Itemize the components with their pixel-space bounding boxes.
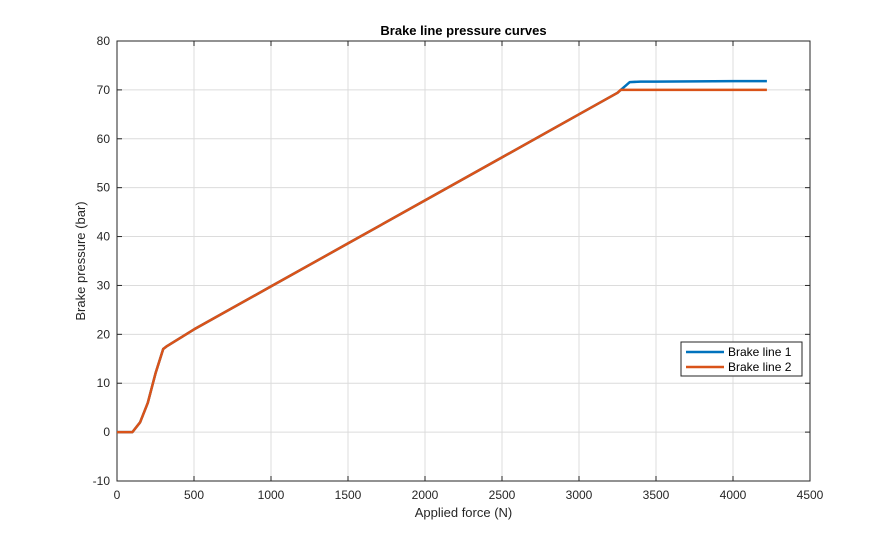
x-axis-label: Applied force (N) (415, 505, 513, 520)
x-tick-label: 1500 (335, 488, 362, 502)
legend-entry-2: Brake line 2 (728, 360, 792, 374)
ticks: 0 500 1000 1500 2000 2500 3000 3500 4000 4500-100… (93, 34, 824, 502)
y-tick-label: 0 (103, 425, 110, 439)
x-tick-label: 2000 (412, 488, 439, 502)
x-tick-label: 2500 (489, 488, 516, 502)
legend-box (680, 341, 803, 377)
x-tick-label: 4500 (797, 488, 824, 502)
series-line-2 (117, 88, 767, 434)
series-line-1 (117, 79, 767, 434)
x-tick-label: 1000 (258, 488, 285, 502)
axes-frame (116, 40, 811, 482)
x-tick-label: 0 (114, 488, 121, 502)
x-tick-label: 3000 (566, 488, 593, 502)
y-tick-label: 60 (97, 132, 111, 146)
y-tick-label: 70 (97, 83, 111, 97)
y-tick-label: 20 (97, 327, 111, 341)
series-lines (117, 79, 767, 434)
y-tick-label: 10 (97, 376, 111, 390)
y-axis-label: Brake pressure (bar) (73, 201, 88, 320)
y-tick-label: 50 (97, 181, 111, 195)
chart-title: Brake line pressure curves (380, 23, 546, 38)
x-tick-label: 3500 (643, 488, 670, 502)
y-tick-label: 30 (97, 278, 111, 292)
legend-entry-1: Brake line 1 (728, 345, 792, 359)
x-tick-label: 4000 (720, 488, 747, 502)
y-tick-label: 40 (97, 230, 111, 244)
y-tick-label: 80 (97, 34, 111, 48)
grid (117, 41, 810, 481)
y-tick-label: -10 (93, 474, 111, 488)
x-tick-label: 500 (184, 488, 204, 502)
